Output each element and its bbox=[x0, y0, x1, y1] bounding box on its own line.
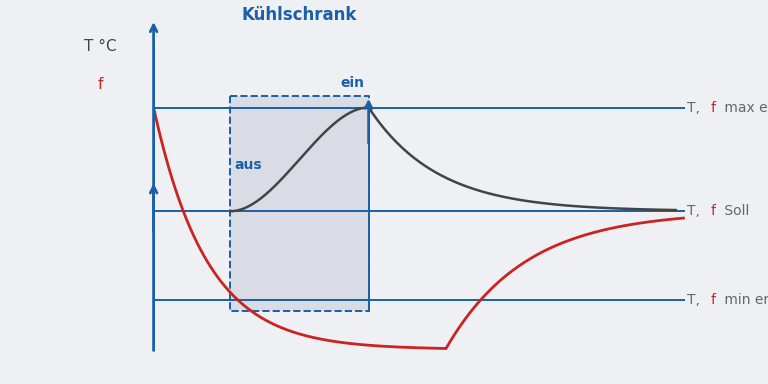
Text: T,: T, bbox=[687, 204, 704, 218]
Text: f: f bbox=[710, 101, 716, 114]
Bar bbox=[230, 96, 369, 311]
Text: min erlaubt: min erlaubt bbox=[720, 293, 768, 306]
Text: f: f bbox=[710, 293, 716, 306]
Text: f: f bbox=[710, 204, 716, 218]
Text: T,: T, bbox=[687, 101, 704, 114]
Text: T °C: T °C bbox=[84, 38, 116, 54]
Text: max erlaubt: max erlaubt bbox=[720, 101, 768, 114]
Text: ein: ein bbox=[341, 76, 365, 89]
Text: T,: T, bbox=[687, 293, 704, 306]
Text: f: f bbox=[98, 77, 102, 92]
Text: aus: aus bbox=[234, 158, 262, 172]
Text: Soll: Soll bbox=[720, 204, 749, 218]
Text: Kühlschrank: Kühlschrank bbox=[242, 7, 357, 24]
